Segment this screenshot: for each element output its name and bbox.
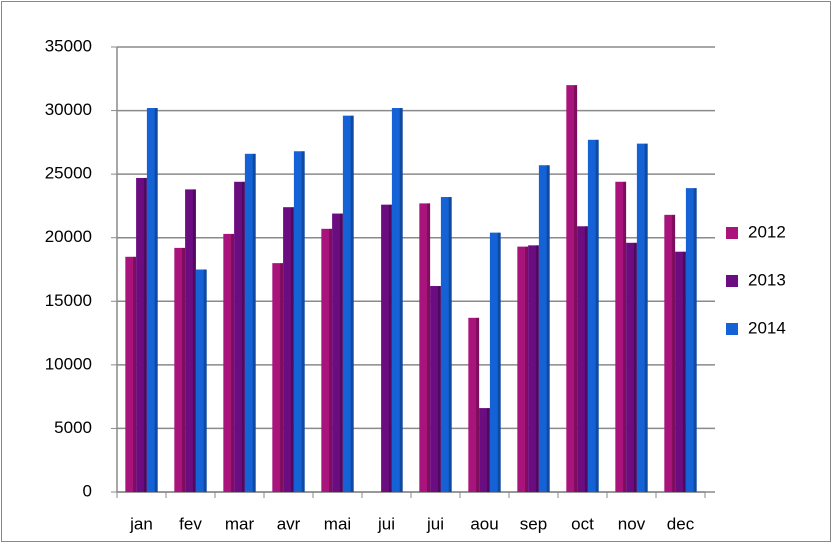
x-tick-label: fev — [179, 514, 202, 533]
y-tick-label: 10000 — [45, 354, 92, 373]
bar-shade — [448, 197, 452, 492]
bar — [283, 207, 294, 492]
y-tick-label: 0 — [83, 481, 92, 500]
y-tick-label: 30000 — [45, 100, 92, 119]
bar — [321, 228, 333, 493]
x-tick-label: dec — [667, 514, 695, 533]
legend-label: 2014 — [748, 318, 786, 337]
bar — [223, 233, 235, 492]
legend-swatch — [726, 275, 738, 287]
x-tick-label: mar — [225, 514, 255, 533]
bar — [489, 232, 501, 492]
bar-shade — [535, 245, 539, 492]
bar — [685, 188, 697, 492]
bar — [664, 214, 676, 493]
legend-swatch — [726, 323, 738, 335]
bar-shade — [192, 189, 196, 492]
bar — [615, 181, 627, 492]
bar — [440, 197, 452, 492]
bar-shade — [350, 115, 354, 493]
bar-shade — [182, 247, 186, 492]
bar — [626, 242, 637, 492]
bar-shade — [203, 269, 207, 492]
bar-shade — [546, 165, 550, 492]
bar-shade — [280, 263, 284, 492]
bar-shade — [388, 204, 392, 492]
x-tick-label: oct — [571, 514, 594, 533]
bar-shade — [301, 151, 305, 492]
bar-shade — [584, 226, 588, 492]
bar — [342, 115, 354, 493]
bar — [272, 263, 284, 492]
y-tick-label: 5000 — [54, 418, 92, 437]
bar-shade — [623, 181, 627, 492]
y-tick-label: 15000 — [45, 291, 92, 310]
bar — [234, 181, 245, 492]
bar — [468, 317, 480, 492]
bar-shade — [154, 108, 158, 493]
x-tick-label: aou — [470, 514, 498, 533]
bar-shade — [241, 181, 245, 492]
x-tick-label: nov — [618, 514, 646, 533]
bar — [577, 226, 588, 492]
bar — [125, 256, 137, 492]
bar-shade — [486, 408, 490, 492]
bar-shade — [437, 286, 441, 492]
bar — [430, 286, 441, 492]
bar — [419, 203, 431, 492]
bar-shade — [143, 177, 147, 492]
legend-label: 2013 — [748, 270, 786, 289]
bar — [195, 269, 207, 492]
bar-shade — [476, 317, 480, 492]
bar-shade — [693, 188, 697, 492]
bar — [136, 177, 147, 492]
bar — [636, 143, 648, 492]
bar — [517, 246, 529, 492]
legend-label: 2012 — [748, 222, 786, 241]
bar-shade — [497, 232, 501, 492]
bar — [293, 151, 305, 492]
bar-shade — [595, 139, 599, 493]
bar — [391, 108, 403, 493]
bar-shade — [525, 246, 529, 492]
bar — [174, 247, 186, 492]
bar — [244, 153, 256, 493]
bar — [566, 85, 578, 493]
y-tick-label: 20000 — [45, 227, 92, 246]
legend-swatch — [726, 227, 738, 239]
bar-shade — [574, 85, 578, 493]
bar-shade — [252, 153, 256, 493]
y-tick-label: 25000 — [45, 164, 92, 183]
bar — [381, 204, 392, 492]
x-tick-label: mai — [324, 514, 351, 533]
x-tick-label: avr — [277, 514, 301, 533]
bar-shade — [231, 233, 235, 492]
x-tick-label: jan — [129, 514, 153, 533]
bar-shade — [633, 242, 637, 492]
bar-shade — [644, 143, 648, 492]
bar-shade — [672, 214, 676, 493]
bar-shade — [133, 256, 137, 492]
bar-shade — [682, 251, 686, 492]
bar-shade — [427, 203, 431, 492]
y-tick-label: 35000 — [45, 36, 92, 55]
bar-shade — [339, 213, 343, 493]
bar — [675, 251, 686, 492]
bar — [185, 189, 196, 492]
bar-shade — [399, 108, 403, 493]
bar — [528, 245, 539, 492]
x-tick-label: sep — [520, 514, 547, 533]
bar-shade — [290, 207, 294, 492]
x-tick-label: jui — [426, 514, 444, 533]
bar — [146, 108, 158, 493]
x-tick-label: jui — [377, 514, 395, 533]
bar — [332, 213, 343, 493]
bar-shade — [329, 228, 333, 493]
bar — [479, 408, 490, 492]
bar — [587, 139, 599, 493]
bar — [538, 165, 550, 492]
